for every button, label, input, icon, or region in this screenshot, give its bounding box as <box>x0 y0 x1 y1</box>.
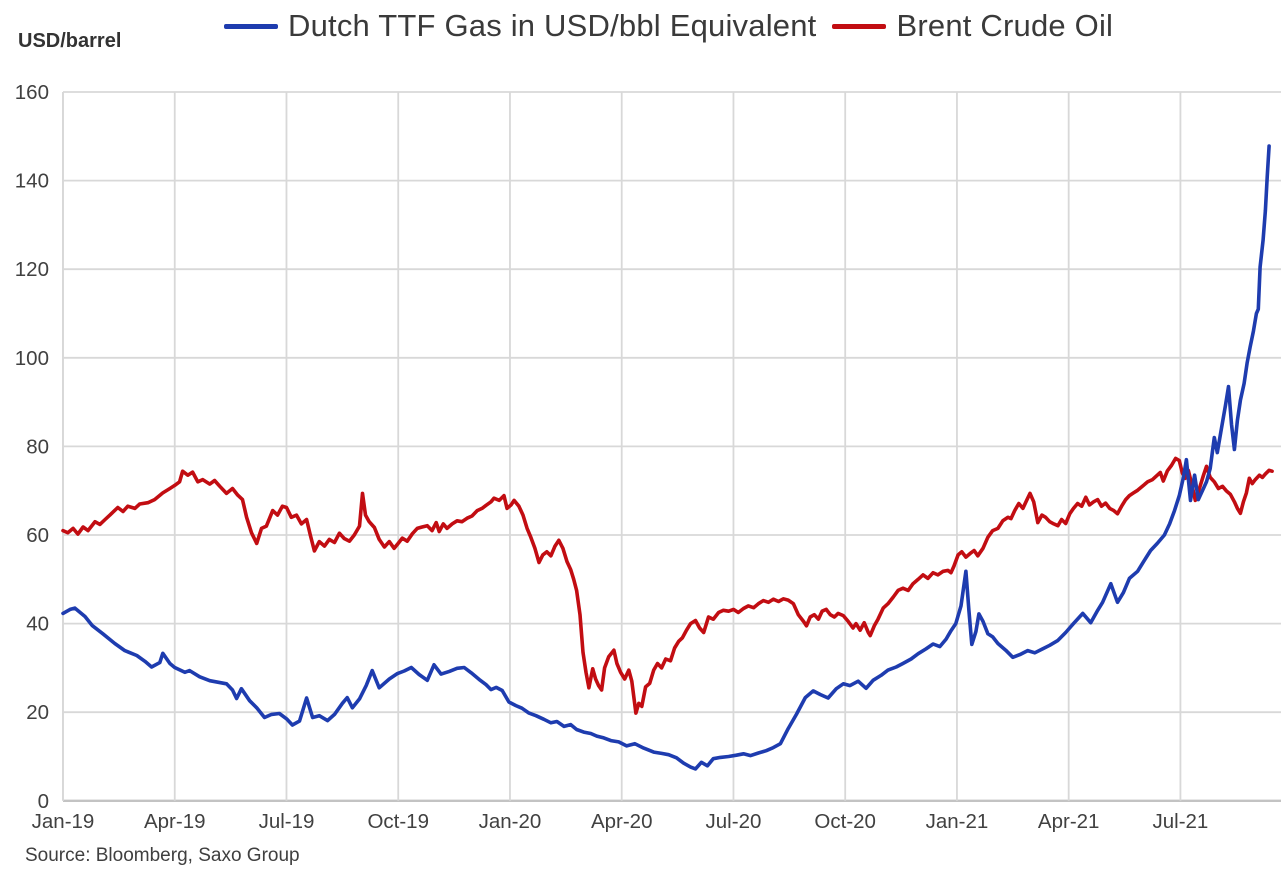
y-tick-label: 80 <box>26 435 49 458</box>
brent-crude-line <box>61 456 1274 715</box>
y-tick-label: 0 <box>38 790 49 813</box>
legend-label-brent: Brent Crude Oil <box>896 8 1114 43</box>
y-tick-label: 100 <box>15 347 49 370</box>
y-tick-label: 60 <box>26 524 49 547</box>
x-tick-label: Jan-21 <box>926 810 989 833</box>
x-tick-label: Apr-21 <box>1038 810 1100 833</box>
x-tick-label: Apr-20 <box>591 810 653 833</box>
x-tick-label: Apr-19 <box>144 810 206 833</box>
y-axis-unit-label: USD/barrel <box>18 30 122 52</box>
legend-item-ttf: Dutch TTF Gas in USD/bbl Equivalent <box>224 8 816 44</box>
legend-label-ttf: Dutch TTF Gas in USD/bbl Equivalent <box>288 8 817 43</box>
ttf-gas-line <box>61 144 1271 771</box>
x-tick-label: Jan-19 <box>32 810 95 833</box>
legend-item-brent: Brent Crude Oil <box>832 8 1113 44</box>
x-tick-label: Jan-20 <box>479 810 542 833</box>
ttf-line-swatch-icon <box>224 23 278 29</box>
source-text: Source: Bloomberg, Saxo Group <box>25 845 300 866</box>
y-tick-label: 20 <box>26 701 49 724</box>
x-tick-label: Jul-20 <box>706 810 762 833</box>
x-tick-label: Oct-20 <box>814 810 876 833</box>
y-tick-label: 120 <box>15 258 49 281</box>
legend: Dutch TTF Gas in USD/bbl Equivalent Bren… <box>224 8 1113 44</box>
brent-line-swatch-icon <box>832 23 887 29</box>
y-tick-label: 160 <box>15 81 49 104</box>
x-tick-label: Oct-19 <box>367 810 429 833</box>
y-tick-label: 40 <box>26 613 49 636</box>
x-tick-label: Jul-21 <box>1153 810 1209 833</box>
y-tick-label: 140 <box>15 170 49 193</box>
x-tick-label: Jul-19 <box>259 810 315 833</box>
